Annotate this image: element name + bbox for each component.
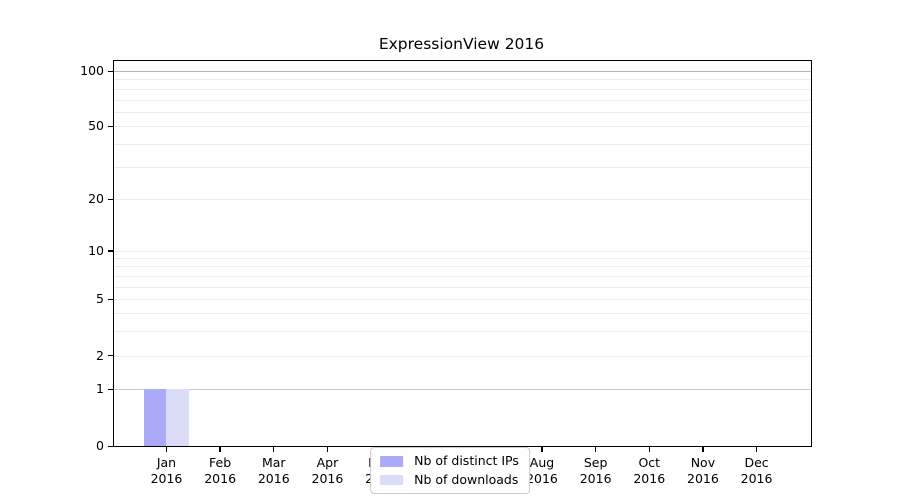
y-tick [108, 198, 114, 200]
y-tick-label: 0 [96, 437, 104, 453]
gridline-major [114, 250, 811, 252]
x-tick [755, 446, 758, 452]
gridline-minor [114, 79, 811, 81]
y-tick-label: 5 [96, 291, 104, 307]
gridline-major [114, 199, 811, 201]
x-tick-label: Mar 2016 [257, 455, 290, 486]
x-tick-label: Oct 2016 [633, 455, 666, 486]
x-tick [219, 446, 221, 452]
y-tick-label: 1 [96, 380, 104, 396]
legend-swatch-distinct-ips [380, 456, 404, 467]
y-tick-label: 2 [96, 347, 104, 363]
legend: Nb of distinct IPs Nb of downloads [370, 447, 530, 494]
legend-label: Nb of distinct IPs [414, 453, 519, 469]
gridline-minor [114, 330, 811, 332]
gridline-minor [114, 144, 811, 146]
x-tick-label: Jan 2016 [150, 455, 183, 486]
x-tick [702, 446, 704, 452]
gridline-major [114, 126, 811, 128]
chart-title: ExpressionView 2016 [378, 35, 545, 53]
y-tick [108, 445, 114, 447]
gridline-minor [114, 313, 811, 314]
gridline-major [114, 299, 811, 301]
x-tick [326, 446, 329, 452]
bar-distinct-ips [143, 389, 167, 446]
y-tick [108, 355, 114, 357]
y-tick [108, 388, 114, 390]
gridline-minor [114, 99, 811, 101]
y-tick [108, 298, 114, 301]
y-tick [108, 250, 114, 252]
gridline-minor [114, 258, 811, 260]
x-tick-label: Sep 2016 [579, 455, 612, 486]
gridline-minor [114, 275, 811, 277]
x-tick-label: Nov 2016 [687, 455, 719, 486]
gridline-major [114, 389, 811, 391]
x-tick [541, 446, 543, 452]
bar-downloads [166, 389, 189, 446]
y-tick-label: 100 [80, 62, 104, 78]
x-tick-label: Apr 2016 [311, 455, 344, 486]
x-tick [273, 446, 275, 452]
x-tick [648, 446, 650, 452]
gridline-minor [114, 88, 811, 90]
gridline-minor [114, 167, 811, 169]
gridline-major [114, 71, 811, 72]
gridline-major [114, 355, 811, 357]
y-tick [108, 125, 114, 128]
y-tick-label: 10 [88, 242, 104, 258]
gridline-minor [114, 111, 811, 113]
gridline-minor [114, 266, 811, 268]
y-tick-label: 20 [88, 190, 104, 206]
legend-item: Nb of downloads [380, 471, 519, 487]
y-tick-label: 50 [88, 118, 104, 134]
x-tick [165, 446, 168, 452]
gridline-minor [114, 286, 811, 288]
x-tick-label: Feb 2016 [204, 455, 237, 486]
legend-item: Nb of distinct IPs [380, 453, 519, 469]
legend-label: Nb of downloads [414, 471, 519, 487]
legend-swatch-downloads [380, 474, 404, 486]
y-tick [108, 70, 114, 72]
x-tick [594, 446, 597, 452]
x-tick-label: Aug 2016 [526, 455, 558, 486]
plot-area: 0 1 2 5 10 20 50 100 Jan 2016 Feb 2016 Mar 2016 Apr 201… [80, 60, 812, 486]
x-tick-label: Dec 2016 [740, 455, 773, 486]
